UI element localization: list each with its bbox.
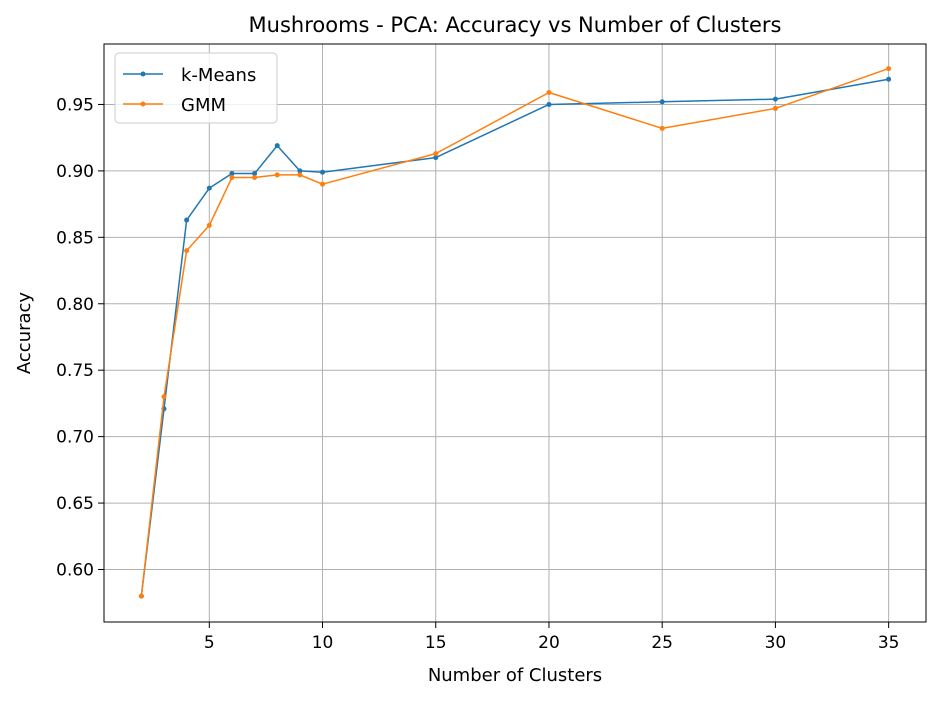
data-point-gmm	[659, 125, 665, 131]
x-axis-label: Number of Clusters	[428, 665, 602, 686]
y-tick-label: 0.60	[56, 561, 94, 581]
y-axis-label: Accuracy	[14, 292, 35, 375]
data-point-k-means	[659, 99, 665, 105]
legend-marker-gmm	[140, 101, 146, 107]
x-tick-label: 10	[312, 633, 334, 653]
series-layer	[138, 66, 892, 599]
data-point-k-means	[206, 185, 212, 191]
x-tick-label: 15	[425, 633, 447, 653]
y-tick-label: 0.75	[56, 361, 94, 381]
data-point-k-means	[320, 169, 326, 175]
x-tick-label: 35	[878, 633, 900, 653]
data-point-k-means	[252, 171, 258, 177]
y-tick-label: 0.85	[56, 228, 94, 248]
data-point-gmm	[772, 105, 778, 111]
grid	[104, 44, 926, 622]
y-tick-label: 0.80	[56, 295, 94, 315]
legend-label-gmm: GMM	[181, 95, 226, 116]
data-point-gmm	[184, 248, 190, 254]
data-point-k-means	[886, 76, 892, 82]
x-tick-label: 25	[651, 633, 673, 653]
data-point-gmm	[161, 394, 167, 400]
data-point-gmm	[546, 89, 552, 95]
series-line-gmm	[140, 67, 889, 597]
legend: k-Means GMM	[114, 52, 278, 124]
data-point-k-means	[433, 155, 439, 161]
x-tick-label: 30	[765, 633, 787, 653]
series-line-k-means	[140, 78, 889, 597]
data-point-gmm	[229, 175, 235, 181]
legend-marker-kmeans	[140, 71, 146, 77]
data-point-k-means	[184, 217, 190, 223]
data-point-gmm	[297, 172, 303, 178]
legend-box	[114, 52, 278, 124]
x-tick-label: 20	[538, 633, 560, 653]
y-tick-label: 0.95	[56, 95, 94, 115]
data-point-k-means	[274, 143, 280, 149]
axis-ticks: 5 10 15 20 25 30 35 0.60 0.65 0.70 0.75 0.80 0.85 0.9…	[56, 95, 899, 653]
data-point-k-means	[546, 101, 552, 107]
data-point-k-means	[772, 96, 778, 102]
data-point-k-means	[297, 168, 303, 174]
legend-label-kmeans: k-Means	[181, 65, 256, 86]
x-tick-label: 5	[204, 633, 215, 653]
chart-title: Mushrooms - PCA: Accuracy vs Number of C…	[249, 13, 782, 37]
y-tick-label: 0.90	[56, 162, 94, 182]
data-point-gmm	[206, 222, 212, 228]
data-point-k-means	[229, 171, 235, 177]
y-tick-label: 0.70	[56, 428, 94, 448]
data-point-gmm	[433, 151, 439, 157]
data-point-gmm	[274, 172, 280, 178]
data-point-gmm	[138, 593, 144, 599]
y-tick-label: 0.65	[56, 494, 94, 514]
data-point-gmm	[320, 181, 326, 187]
data-point-gmm	[886, 66, 892, 72]
data-point-gmm	[252, 175, 258, 181]
plot-frame	[103, 43, 927, 623]
